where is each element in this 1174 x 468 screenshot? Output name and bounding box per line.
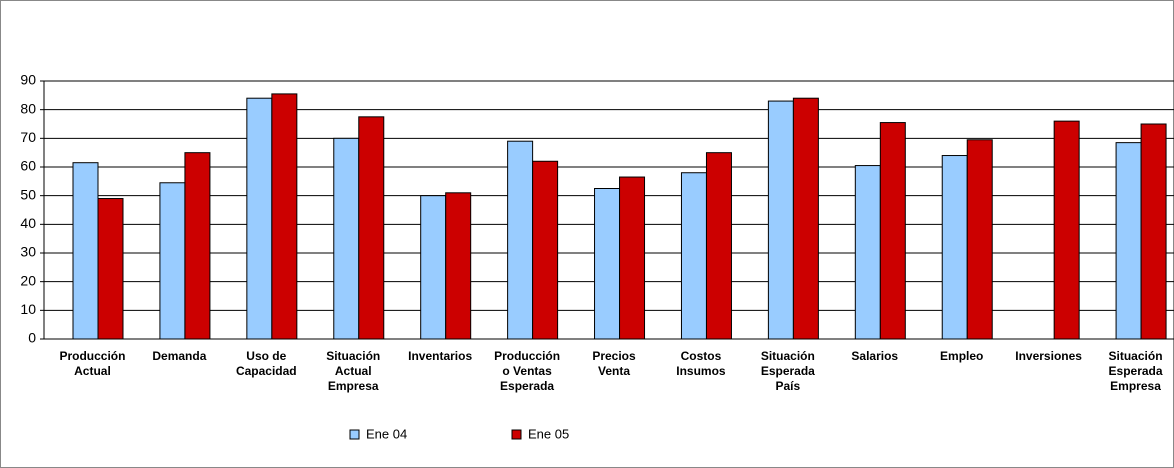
bar bbox=[333, 137, 360, 340]
y-tick-label: 70 bbox=[20, 129, 36, 145]
bar bbox=[246, 97, 273, 340]
x-tick-label: Situación Actual Empresa bbox=[326, 349, 380, 393]
y-tick-label: 0 bbox=[28, 330, 36, 346]
bar bbox=[507, 140, 534, 340]
x-tick-label: Empleo bbox=[940, 349, 983, 363]
bar bbox=[792, 97, 819, 340]
bar bbox=[420, 195, 447, 340]
x-tick-label: Demanda bbox=[152, 349, 206, 363]
y-tick-label: 50 bbox=[20, 186, 36, 202]
x-tick-label: Situación Esperada País bbox=[761, 349, 815, 393]
y-tick-label: 20 bbox=[20, 272, 36, 288]
bar bbox=[184, 152, 211, 340]
legend-label: Ene 04 bbox=[366, 426, 407, 441]
bar bbox=[532, 160, 559, 340]
bar bbox=[358, 116, 385, 340]
x-tick-label: Inversiones bbox=[1015, 349, 1082, 363]
bar bbox=[1115, 142, 1142, 340]
y-tick-label: 90 bbox=[20, 72, 36, 88]
y-tick-label: 10 bbox=[20, 301, 36, 317]
bar bbox=[271, 93, 298, 340]
legend-swatch bbox=[511, 429, 522, 440]
x-tick-label: Producción o Ventas Esperada bbox=[494, 349, 560, 393]
bar bbox=[941, 155, 968, 340]
bar bbox=[1140, 123, 1167, 340]
bar bbox=[767, 100, 794, 340]
x-tick-label: Situación Esperada Empresa bbox=[1109, 349, 1163, 393]
x-tick-label: Salarios bbox=[851, 349, 898, 363]
bar bbox=[97, 198, 124, 340]
bar bbox=[966, 139, 993, 340]
bar bbox=[680, 172, 707, 340]
bar bbox=[705, 152, 732, 340]
x-tick-label: Precios Venta bbox=[592, 349, 636, 378]
bar bbox=[619, 176, 646, 340]
bar bbox=[72, 162, 99, 340]
bar bbox=[445, 192, 472, 340]
x-tick-label: Producción Actual bbox=[59, 349, 125, 378]
legend-label: Ene 05 bbox=[528, 426, 569, 441]
y-tick-label: 30 bbox=[20, 244, 36, 260]
legend-swatch bbox=[349, 429, 360, 440]
y-tick-label: 60 bbox=[20, 158, 36, 174]
bar bbox=[854, 165, 881, 340]
x-tick-label: Costos Insumos bbox=[676, 349, 726, 378]
y-tick-label: 40 bbox=[20, 215, 36, 231]
x-tick-label: Uso de Capacidad bbox=[236, 349, 297, 378]
bar bbox=[159, 182, 186, 340]
bar bbox=[879, 122, 906, 340]
bar bbox=[1053, 120, 1080, 340]
y-tick-label: 80 bbox=[20, 100, 36, 116]
x-tick-label: Inventarios bbox=[408, 349, 472, 363]
bar bbox=[594, 188, 621, 340]
